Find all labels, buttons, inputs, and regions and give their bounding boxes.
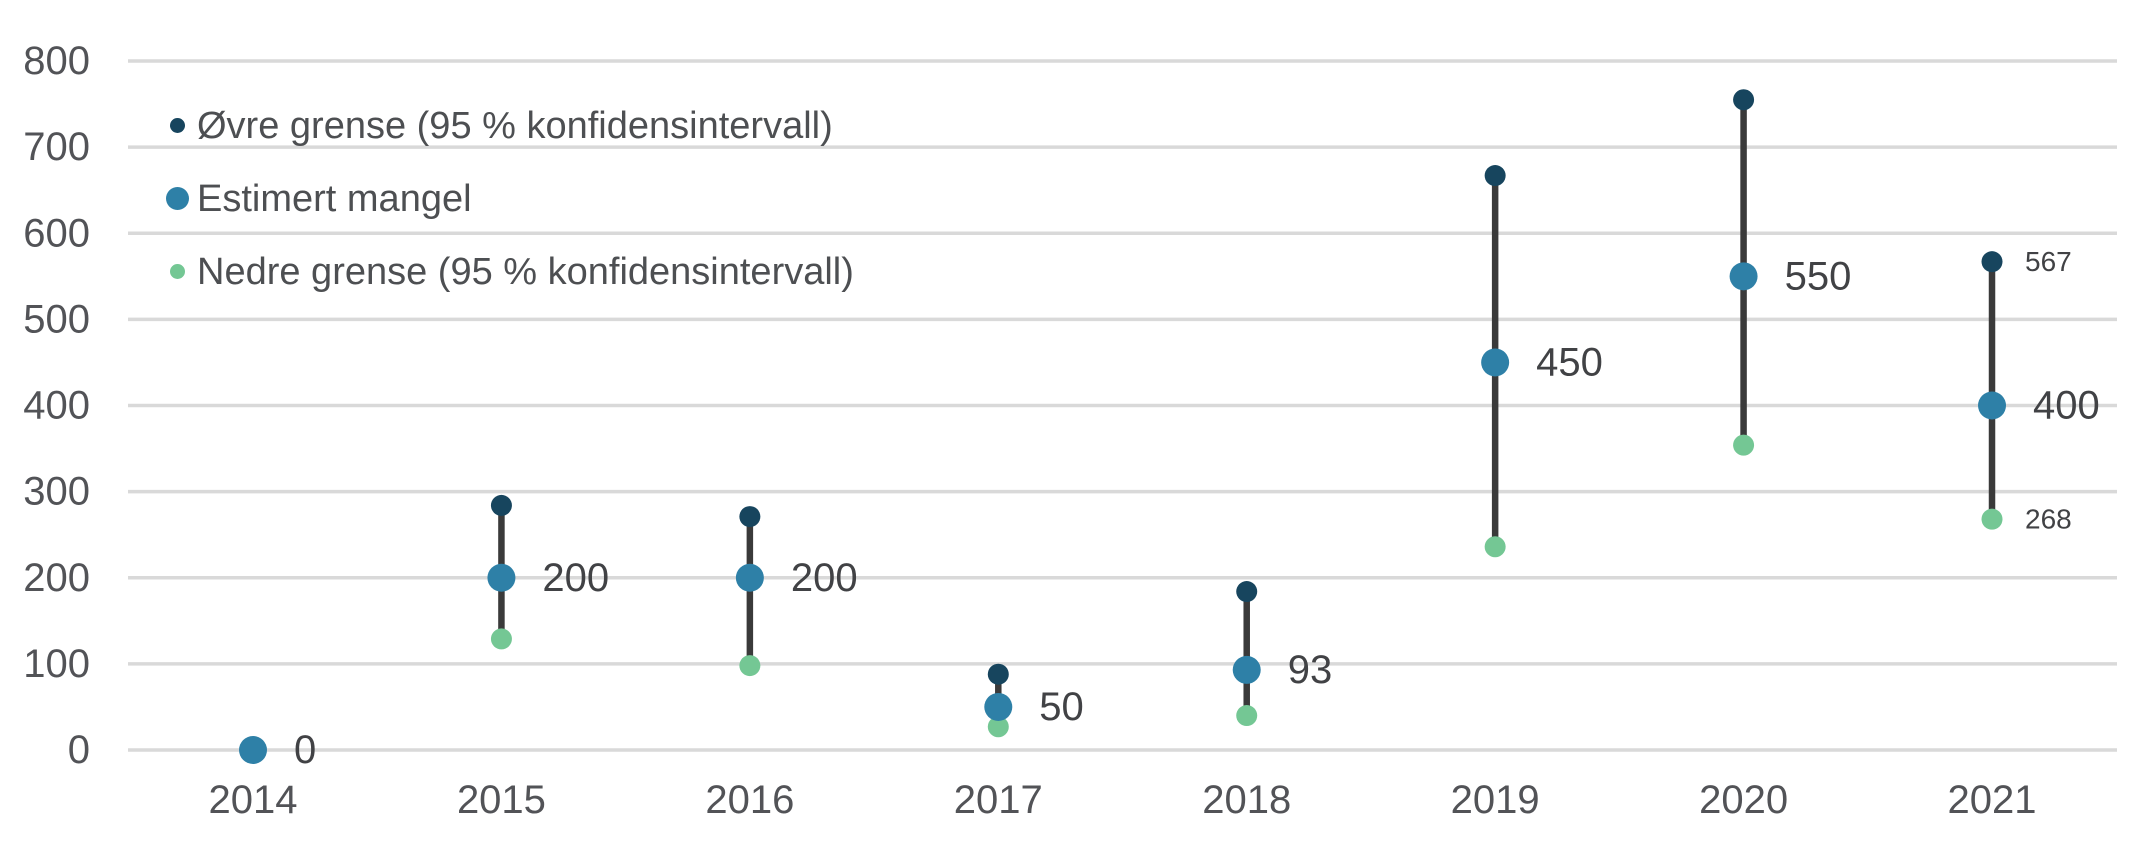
y-tick-label: 800 xyxy=(23,39,90,83)
estimate-dot xyxy=(239,736,267,764)
estimate-value-label: 50 xyxy=(1039,685,1084,729)
lower-ci-legend-dot-icon xyxy=(170,264,185,279)
upper-ci-dot xyxy=(1733,89,1755,111)
x-tick-label: 2020 xyxy=(1699,778,1788,822)
estimate-value-label: 200 xyxy=(542,556,609,600)
x-tick-label: 2019 xyxy=(1451,778,1540,822)
legend: Øvre grense (95 % konfidensintervall) Es… xyxy=(163,89,854,308)
estimate-dot xyxy=(1978,391,2007,420)
y-tick-label: 200 xyxy=(23,556,90,600)
estimate-value-label: 550 xyxy=(1785,254,1852,298)
lower-ci-dot xyxy=(1981,508,2003,530)
x-tick-label: 2018 xyxy=(1202,778,1291,822)
estimate-value-label: 200 xyxy=(791,556,858,600)
upper-ci-dot xyxy=(490,494,512,516)
y-tick-label: 100 xyxy=(23,642,90,686)
lower-ci-dot xyxy=(1236,705,1258,727)
x-tick-label: 2016 xyxy=(705,778,794,822)
x-tick-label: 2017 xyxy=(954,778,1043,822)
legend-label-estimate: Estimert mangel xyxy=(197,177,472,220)
y-tick-label: 0 xyxy=(68,728,90,772)
upper-ci-value-label: 567 xyxy=(2025,246,2072,277)
y-tick-label: 500 xyxy=(23,297,90,341)
estimate-dot xyxy=(1232,655,1261,684)
upper-ci-dot xyxy=(987,663,1009,685)
legend-label-upper-ci: Øvre grense (95 % konfidensintervall) xyxy=(197,104,833,147)
estimate-value-label: 93 xyxy=(1288,648,1333,692)
y-tick-label: 700 xyxy=(23,125,90,169)
y-tick-label: 300 xyxy=(23,470,90,514)
estimate-value-label: 400 xyxy=(2033,384,2100,428)
estimate-legend-dot-icon xyxy=(166,187,189,210)
estimate-dot xyxy=(1481,348,1510,377)
legend-item-lower-ci: Nedre grense (95 % konfidensintervall) xyxy=(163,235,854,308)
upper-ci-dot xyxy=(1484,165,1506,187)
estimate-dot xyxy=(735,563,764,592)
x-tick-label: 2015 xyxy=(457,778,546,822)
legend-item-estimate: Estimert mangel xyxy=(163,162,854,235)
estimate-value-label: 0 xyxy=(294,728,316,772)
lower-ci-dot xyxy=(1484,536,1506,558)
estimate-dot xyxy=(984,692,1013,721)
lower-ci-dot xyxy=(1733,434,1755,456)
upper-ci-dot xyxy=(1236,581,1258,603)
estimate-dot xyxy=(1729,262,1758,291)
legend-item-upper-ci: Øvre grense (95 % konfidensintervall) xyxy=(163,89,854,162)
lower-ci-dot xyxy=(490,628,512,650)
estimate-dot xyxy=(487,563,516,592)
upper-ci-dot xyxy=(1981,251,2003,273)
upper-ci-legend-dot-icon xyxy=(170,118,185,133)
x-tick-label: 2014 xyxy=(209,778,298,822)
lower-ci-value-label: 268 xyxy=(2025,504,2072,535)
estimate-value-label: 450 xyxy=(1536,340,1603,384)
y-tick-label: 400 xyxy=(23,384,90,428)
lower-ci-dot xyxy=(739,655,761,677)
x-tick-label: 2021 xyxy=(1948,778,2037,822)
lower-ci-dot xyxy=(987,716,1009,738)
upper-ci-dot xyxy=(739,506,761,528)
y-tick-label: 600 xyxy=(23,211,90,255)
legend-label-lower-ci: Nedre grense (95 % konfidensintervall) xyxy=(197,250,854,293)
